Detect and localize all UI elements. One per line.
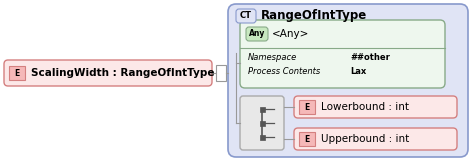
Bar [216, 65, 226, 81]
Text: E: E [14, 68, 19, 77]
Text: E: E [304, 103, 310, 111]
Text: RangeOfIntType: RangeOfIntType [261, 9, 367, 22]
Text: ScalingWidth : RangeOfIntType: ScalingWidth : RangeOfIntType [31, 68, 215, 78]
Bar [299, 132, 315, 146]
Text: Upperbound : int: Upperbound : int [321, 134, 409, 144]
FancyBboxPatch shape [228, 4, 468, 157]
FancyBboxPatch shape [4, 60, 212, 86]
Text: Process Contents: Process Contents [248, 67, 320, 75]
FancyBboxPatch shape [294, 96, 457, 118]
FancyBboxPatch shape [294, 128, 457, 150]
Bar [259, 134, 265, 140]
Bar [259, 106, 265, 111]
Text: Namespace: Namespace [248, 53, 297, 62]
FancyBboxPatch shape [240, 96, 284, 150]
Bar [299, 100, 315, 114]
Text: Lowerbound : int: Lowerbound : int [321, 102, 409, 112]
Text: <Any>: <Any> [272, 29, 309, 39]
FancyBboxPatch shape [240, 20, 445, 88]
Text: Lax: Lax [350, 67, 366, 75]
Text: E: E [304, 134, 310, 143]
Text: Any: Any [249, 30, 265, 38]
Bar [9, 66, 25, 80]
Text: CT: CT [240, 12, 252, 21]
FancyBboxPatch shape [236, 9, 256, 23]
FancyBboxPatch shape [246, 27, 268, 41]
Bar [259, 120, 265, 126]
Text: ##other: ##other [350, 53, 390, 62]
